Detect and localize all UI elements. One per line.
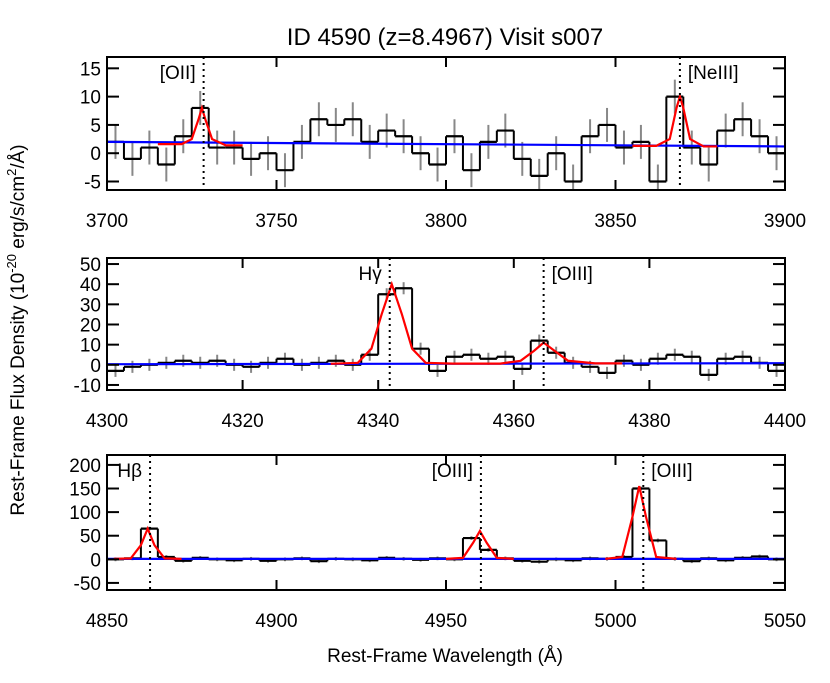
y-tick-label: -5 [84,173,101,194]
y-tick-label: 0 [90,144,101,165]
line-label: [OII] [160,63,196,84]
x-tick-label: 4340 [357,411,399,432]
y-tick-label: 200 [69,456,101,477]
x-axis-label: Rest-Frame Wavelength (Å) [327,646,563,667]
x-tick-label: 3900 [764,211,806,232]
x-tick-label: 4400 [764,411,806,432]
model-line [445,528,514,560]
y-tick-label: 150 [69,480,101,501]
y-tick-label: -50 [74,574,101,595]
y-tick-label: 10 [80,88,101,109]
model-line [330,280,623,365]
y-tick-label: 30 [80,295,101,316]
y-tick-label: 5 [90,116,101,137]
y-tick-label: 15 [80,59,101,80]
y-label-part: erg/s/cm [8,176,29,254]
x-tick-label: 3800 [425,211,467,232]
y-tick-label: 10 [80,336,101,357]
line-label: [OIII] [651,461,692,482]
x-tick-label: 3700 [86,211,128,232]
x-tick-label: 4360 [493,411,535,432]
plot-area [107,280,785,381]
step-risers [122,96,770,182]
x-tick-label: 4900 [255,611,297,632]
line-label: [NeIII] [688,63,739,84]
y-tick-label: -10 [74,376,101,397]
x-tick-label: 5050 [764,611,806,632]
x-tick-label: 4300 [86,411,128,432]
y-tick-label: 0 [90,356,101,377]
step-risers [122,288,770,375]
y-tick-label: 0 [90,550,101,571]
x-tick-label: 4850 [86,611,128,632]
chart-title: ID 4590 (z=8.4967) Visit s007 [287,24,603,51]
model-line [113,525,182,560]
x-tick-label: 4950 [425,611,467,632]
x-tick-label: 3850 [594,211,636,232]
y-label-sup: -20 [4,254,19,273]
y-label-sup: 2 [4,169,19,176]
x-tick-label: 4380 [628,411,670,432]
y-tick-label: 100 [69,503,101,524]
y-label-part: /Å) [8,144,29,168]
model-line [605,485,677,560]
y-label-part: Rest-Frame Flux Density (10 [8,273,29,516]
model-line [157,104,243,147]
y-tick-label: 40 [80,275,101,296]
plot-area [107,485,785,564]
y-tick-label: 50 [80,255,101,276]
line-label: [OIII] [432,461,473,482]
x-tick-label: 4320 [221,411,263,432]
model-line [632,92,718,148]
y-tick-label: 50 [80,527,101,548]
x-tick-label: 3750 [255,211,297,232]
y-tick-label: 20 [80,316,101,337]
step-risers [122,488,770,562]
line-label: Hβ [117,461,142,482]
line-label: [OIII] [552,264,593,285]
line-label: Hγ [358,264,382,285]
x-tick-label: 5000 [594,611,636,632]
y-axis-label: Rest-Frame Flux Density (10-20 erg/s/cm2… [4,144,29,515]
